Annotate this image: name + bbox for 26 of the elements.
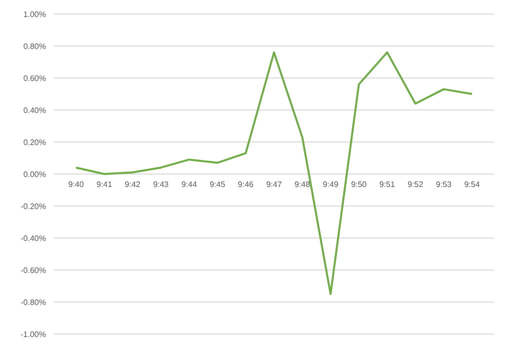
y-tick-label: 0.40%	[23, 106, 46, 115]
y-tick-label: 0.60%	[23, 74, 46, 83]
x-tick-label: 9:49	[322, 180, 339, 189]
y-tick-label: -1.00%	[20, 330, 46, 339]
x-tick-label: 9:54	[464, 180, 480, 189]
x-tick-label: 9:51	[379, 180, 396, 189]
y-tick-label: 0.00%	[23, 170, 46, 179]
x-tick-label: 9:41	[96, 180, 113, 189]
x-tick-label: 9:48	[294, 180, 311, 189]
x-tick-label: 9:44	[181, 180, 198, 189]
x-tick-label: 9:50	[351, 180, 368, 189]
x-tick-label: 9:46	[238, 180, 254, 189]
y-tick-label: 0.80%	[23, 42, 46, 51]
y-tick-label: -0.80%	[20, 298, 46, 307]
x-tick-label: 9:42	[124, 180, 141, 189]
y-tick-label: 1.00%	[23, 10, 46, 19]
x-tick-label: 9:52	[408, 180, 424, 189]
x-tick-label: 9:47	[266, 180, 282, 189]
y-tick-label: 0.20%	[23, 138, 46, 147]
x-tick-label: 9:45	[210, 180, 226, 189]
x-tick-label: 9:53	[436, 180, 452, 189]
y-tick-label: -0.60%	[20, 266, 46, 275]
y-tick-label: -0.20%	[20, 202, 46, 211]
x-tick-label: 9:40	[68, 180, 84, 189]
y-tick-label: -0.40%	[20, 234, 46, 243]
x-tick-label: 9:43	[153, 180, 170, 189]
